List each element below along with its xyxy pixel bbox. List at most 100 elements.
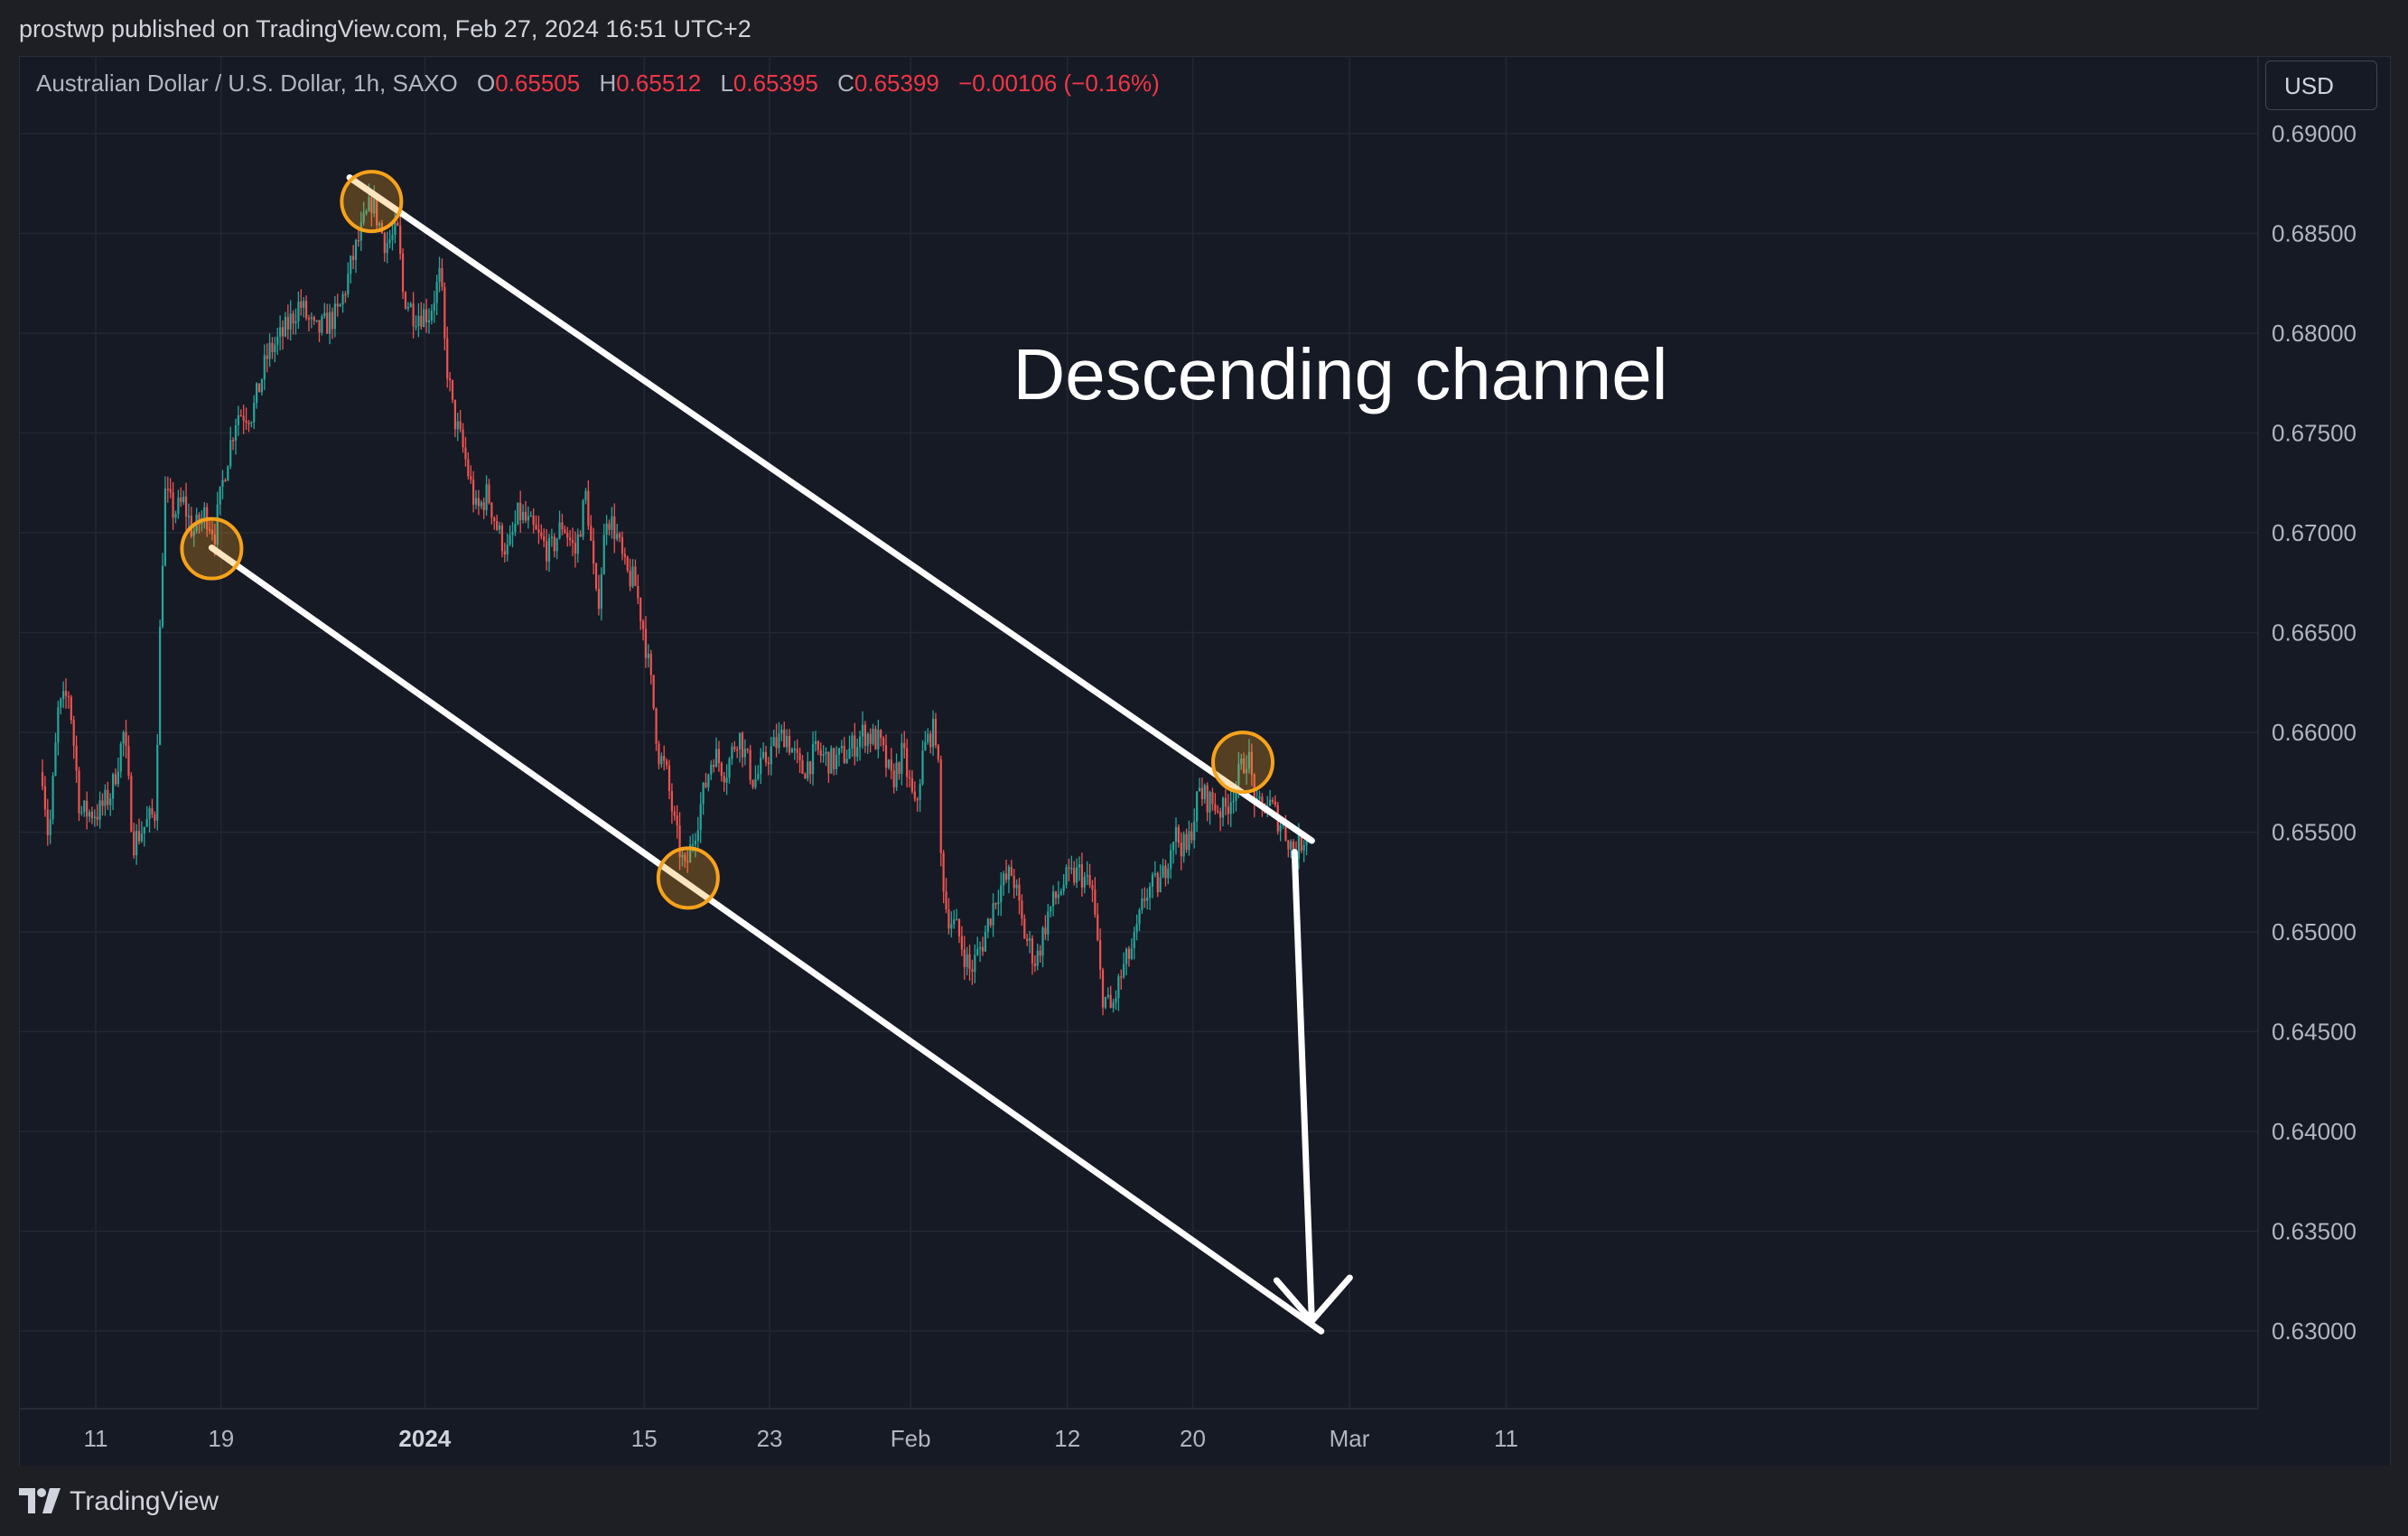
candle-body <box>370 196 373 214</box>
candle-body <box>130 776 133 832</box>
candle-body <box>986 918 989 932</box>
candle-body <box>623 554 626 557</box>
candle-body <box>647 653 649 658</box>
candle-body <box>550 536 553 538</box>
time-tick-label: 20 <box>1180 1425 1206 1452</box>
candle-body <box>594 563 598 589</box>
touch-point-circles[interactable] <box>180 170 1275 910</box>
candle-body <box>242 415 245 421</box>
channel-upper-line <box>346 174 1315 844</box>
price-axis[interactable]: 0.69000 0.68500 0.68000 0.67500 0.67000 0.665… <box>2257 56 2357 1409</box>
candle-body <box>655 708 658 744</box>
candle-body <box>331 312 334 330</box>
tradingview-logo-icon <box>19 1488 61 1513</box>
candle-body <box>1083 876 1086 888</box>
candle-body <box>485 484 488 510</box>
channel-lines[interactable] <box>208 174 1325 1335</box>
candle-body <box>1185 833 1188 851</box>
candle-body <box>394 222 397 236</box>
candle-body <box>294 321 297 324</box>
candle-body <box>127 746 130 777</box>
touch-point-circle <box>656 846 720 910</box>
candle-body <box>848 748 851 759</box>
candle-body <box>203 507 206 518</box>
price-tick-label: 0.63500 <box>2272 1218 2357 1245</box>
candle-body <box>689 844 692 863</box>
candle-body <box>51 775 54 820</box>
candle-body <box>406 306 409 309</box>
candle-body <box>43 786 47 810</box>
candle-body <box>1018 884 1021 901</box>
candle-body <box>524 511 527 521</box>
candle-body <box>227 466 229 481</box>
candle-body <box>88 811 91 817</box>
candle-body <box>443 286 446 339</box>
candle-body <box>950 924 953 929</box>
candle-body <box>535 525 537 530</box>
candle-body <box>786 735 789 748</box>
candle-body <box>681 854 684 858</box>
candle-body <box>253 403 256 423</box>
candle-body <box>652 675 655 709</box>
candle-body <box>801 759 804 774</box>
candle-body <box>637 585 639 599</box>
candle-body <box>93 816 96 819</box>
candle-body <box>1274 801 1276 805</box>
candle-body <box>707 774 710 787</box>
candle-body <box>1070 868 1073 870</box>
candle-body <box>229 440 232 467</box>
candle-body <box>313 317 315 321</box>
arrow-head <box>1273 1274 1353 1325</box>
time-axis[interactable]: 11 19 2024 15 23 Feb 12 20 Mar 11 <box>20 1408 2258 1452</box>
candle-body <box>942 852 945 892</box>
candle-body <box>498 525 501 530</box>
candle-body <box>1164 865 1167 879</box>
candle-body <box>1065 867 1068 885</box>
candle-body <box>75 745 78 771</box>
currency-button[interactable]: USD <box>2265 61 2377 110</box>
candle-body <box>686 861 689 863</box>
candle-body <box>746 749 749 750</box>
candle-body <box>260 379 264 393</box>
candle-body <box>60 699 62 708</box>
price-tick-label: 0.67500 <box>2272 420 2357 447</box>
candle-body <box>540 532 543 537</box>
candle-body <box>514 524 517 533</box>
candle-body <box>1039 950 1041 956</box>
annotation-text[interactable]: Descending channel <box>1013 334 1668 414</box>
candle-body <box>924 741 927 751</box>
candle-body <box>1028 938 1031 941</box>
grid-lines <box>20 56 2258 1409</box>
candle-body <box>631 566 634 587</box>
candle-body <box>667 765 671 791</box>
candle-body <box>1062 884 1065 891</box>
candle-body <box>368 196 370 211</box>
candle-body <box>344 293 347 296</box>
candle-body <box>947 909 950 929</box>
candle-body <box>673 811 676 816</box>
candle-body <box>1057 894 1059 898</box>
candle-body <box>835 754 838 769</box>
candle-body <box>845 759 848 763</box>
candle-body <box>1033 963 1036 966</box>
candle-body <box>480 502 482 507</box>
candle-body <box>696 830 699 842</box>
candle-body <box>1209 792 1211 813</box>
candle-body <box>169 489 172 493</box>
high-label: H <box>599 70 617 97</box>
candle-body <box>869 733 872 744</box>
price-tick-label: 0.64000 <box>2272 1118 2357 1145</box>
candle-body <box>1300 833 1302 851</box>
candle-body <box>49 819 51 835</box>
candle-body <box>830 748 833 774</box>
candle-body <box>1112 1002 1115 1009</box>
projection-arrow[interactable] <box>1273 849 1353 1325</box>
tradingview-logo[interactable]: TradingView <box>19 1484 219 1520</box>
price-tick-label: 0.66500 <box>2272 619 2357 647</box>
candle-body <box>500 525 504 552</box>
candle-body <box>1258 796 1261 799</box>
candle-body <box>621 537 624 554</box>
candle-body <box>323 312 326 317</box>
price-tick-label: 0.69000 <box>2272 120 2357 147</box>
